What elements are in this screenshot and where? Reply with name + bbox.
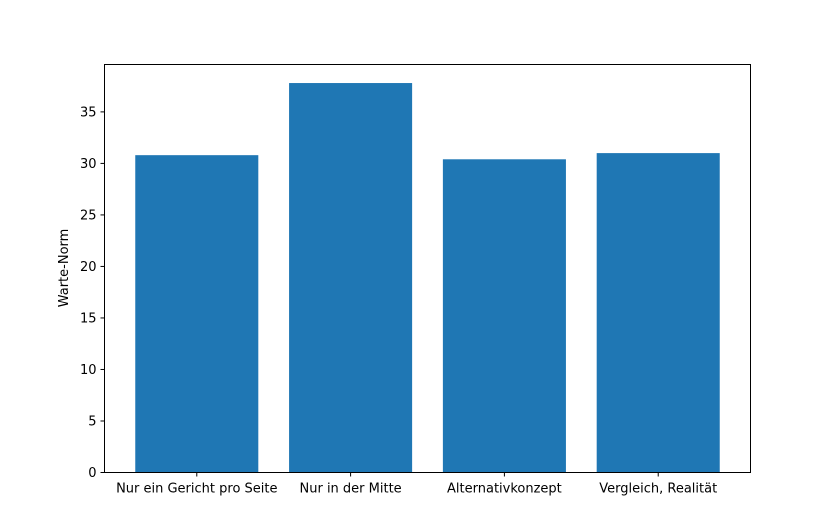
- x-tick-label: Alternativkonzept: [447, 482, 562, 497]
- y-tick-label: 20: [80, 260, 97, 275]
- y-tick-label: 0: [88, 466, 96, 481]
- x-tick-label: Nur ein Gericht pro Seite: [116, 482, 277, 497]
- x-tick-label: Vergleich, Realität: [599, 482, 717, 497]
- y-tick-label: 25: [80, 208, 97, 223]
- bars-group: [135, 83, 720, 473]
- plot-frame: [104, 64, 751, 473]
- y-tick-label: 5: [88, 414, 96, 429]
- y-tick-label: 10: [80, 363, 97, 378]
- y-tick-label: 35: [80, 105, 97, 120]
- y-tick-label: 15: [80, 311, 97, 326]
- y-axis-label: Warte-Norm: [57, 229, 72, 308]
- x-axis: Nur ein Gericht pro Seite Nur in der Mitt…: [116, 472, 717, 497]
- bar-1: [135, 155, 259, 473]
- bar-2: [289, 83, 413, 473]
- bar-4: [596, 153, 720, 473]
- y-axis: 0 5 10 15 20 25 30 35: [80, 105, 105, 481]
- bar-3: [442, 159, 566, 473]
- y-tick-label: 30: [80, 157, 97, 172]
- x-tick-label: Nur in der Mitte: [300, 482, 402, 497]
